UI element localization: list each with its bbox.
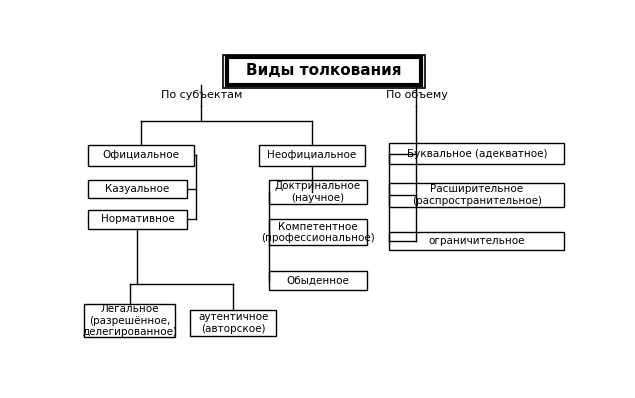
Text: Официальное: Официальное [103, 150, 180, 160]
FancyBboxPatch shape [389, 143, 564, 164]
Text: Нормативное: Нормативное [100, 215, 175, 224]
FancyBboxPatch shape [88, 179, 187, 198]
Text: Расширительное
(распространительное): Расширительное (распространительное) [411, 184, 542, 206]
FancyBboxPatch shape [227, 57, 422, 84]
Text: Казуальное: Казуальное [105, 184, 170, 194]
FancyBboxPatch shape [269, 271, 367, 290]
Text: аутентичное
(авторское): аутентичное (авторское) [198, 312, 269, 334]
Text: Буквальное (адекватное): Буквальное (адекватное) [406, 149, 547, 159]
Text: По объему: По объему [385, 90, 448, 100]
Text: Компетентное
(профессиональное): Компетентное (профессиональное) [261, 222, 375, 243]
FancyBboxPatch shape [269, 179, 367, 204]
Text: По субъектам: По субъектам [161, 90, 242, 100]
Text: Доктринальное
(научное): Доктринальное (научное) [275, 181, 361, 203]
Text: Виды толкования: Виды толкования [246, 63, 402, 78]
Text: Легальное
(разрешённое,
делегированное): Легальное (разрешённое, делегированное) [83, 304, 177, 337]
Text: ограничительное: ограничительное [429, 236, 525, 246]
FancyBboxPatch shape [389, 232, 564, 250]
FancyBboxPatch shape [190, 310, 276, 336]
Text: Неофициальное: Неофициальное [267, 150, 356, 160]
FancyBboxPatch shape [88, 210, 187, 228]
FancyBboxPatch shape [269, 219, 367, 246]
FancyBboxPatch shape [88, 145, 194, 166]
FancyBboxPatch shape [259, 145, 364, 166]
FancyBboxPatch shape [84, 304, 175, 338]
FancyBboxPatch shape [389, 183, 564, 207]
Text: Обыденное: Обыденное [286, 276, 349, 286]
